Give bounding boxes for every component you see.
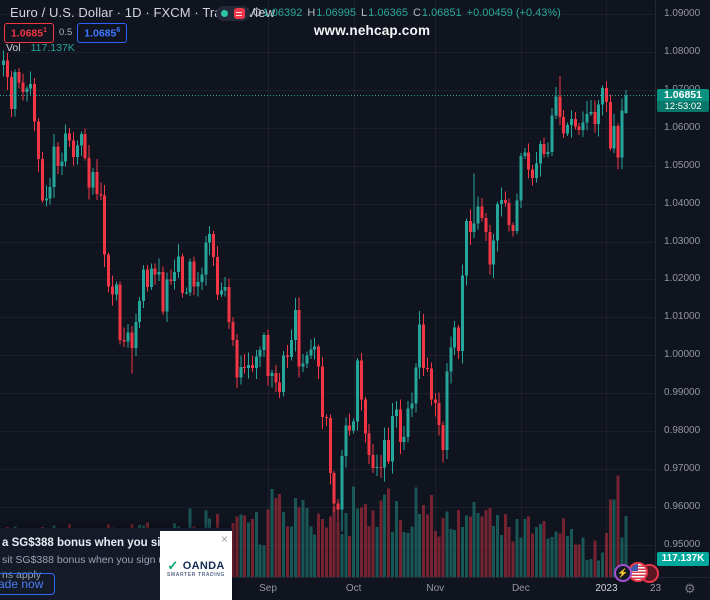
low-value: 1.06365: [368, 7, 408, 19]
green-status-dot-icon: [221, 10, 229, 17]
price-tick: 1.01000: [664, 311, 701, 323]
current-price-tag: 1.06851 12:53:02: [657, 89, 709, 112]
time-tick: Dec: [511, 583, 530, 594]
volume-label: Vol: [6, 42, 21, 54]
price-axis[interactable]: 1.06851 12:53:02 117.137K 1.09000 1.08000…: [655, 0, 710, 578]
corner-time: 23: [650, 583, 662, 594]
bid-button[interactable]: 1.06851: [4, 23, 55, 43]
close-label: C: [412, 7, 421, 19]
oanda-logo-text: OANDA: [182, 559, 225, 572]
time-tick: 2023: [595, 583, 618, 594]
bid-price: 1.0685: [11, 27, 44, 40]
ad-subtext: sit SG$388 bonus when you sign up.: [2, 554, 160, 566]
price-tick: 0.97000: [664, 463, 701, 475]
close-value: 1.06851: [421, 7, 462, 19]
bar-countdown: 12:53:02: [657, 101, 709, 112]
time-tick: Nov: [426, 583, 445, 594]
price-tick: 0.95000: [664, 538, 701, 550]
price-tick: 1.02000: [664, 273, 701, 285]
low-label: L: [361, 7, 368, 19]
price-tick: 1.09000: [664, 8, 701, 19]
price-tick: 1.00000: [664, 349, 701, 361]
price-tick: 1.08000: [664, 45, 701, 57]
spread-widget: 1.06851 0.5 1.06856: [4, 23, 128, 43]
chart-sync-toggle[interactable]: [216, 6, 250, 21]
red-menu-icon: [233, 8, 245, 19]
ad-banner: a SG$388 bonus when you sign up. sit SG$…: [0, 528, 232, 600]
time-tick: Oct: [345, 583, 362, 594]
price-tick: 1.03000: [664, 235, 701, 247]
ask-button[interactable]: 1.06856: [77, 23, 128, 43]
spread-value: 0.5: [59, 27, 73, 39]
current-volume-tag: 117.137K: [657, 552, 709, 566]
ohlc-legend: O1.06392 H1.06995 L1.06365 C1.06851 +0.00459…: [253, 7, 566, 19]
price-tick: 1.04000: [664, 197, 701, 209]
high-value: 1.06995: [316, 7, 357, 19]
price-tick: 0.99000: [664, 387, 701, 399]
ad-logo-card[interactable]: × ✓ OANDA SMARTER TRADING: [160, 531, 232, 600]
volume-value: 117.137K: [30, 42, 75, 54]
time-tick: Sep: [259, 583, 277, 594]
gear-icon[interactable]: ⚙: [684, 581, 696, 596]
open-value: 1.06392: [262, 7, 303, 19]
change-value: +0.00459 (+0.43%): [466, 7, 561, 19]
price-tick: 1.05000: [664, 159, 701, 171]
lightning-icon[interactable]: ⚡: [614, 564, 632, 582]
volume-legend: Vol 117.137K: [6, 42, 75, 54]
watermark: www.nehcap.com: [313, 23, 431, 38]
price-tick: 1.06000: [664, 121, 701, 133]
oanda-logo: ✓ OANDA: [160, 557, 232, 575]
ask-price-sup: 6: [116, 27, 121, 34]
current-price: 1.06851: [664, 89, 702, 101]
time-axis[interactable]: 23 ⚙ Sep Oct Nov Dec 2023: [0, 577, 710, 600]
open-label: O: [253, 7, 262, 19]
oanda-check-icon: ✓: [167, 557, 179, 573]
symbol-title: Euro / U.S. Dollar · 1D · FXCM · Trading…: [10, 5, 275, 20]
economic-event-icons: ⚡: [614, 561, 660, 585]
high-label: H: [307, 7, 316, 19]
close-icon[interactable]: ×: [220, 532, 228, 546]
price-tick: 0.96000: [664, 501, 701, 513]
price-tick: 0.98000: [664, 425, 701, 437]
trade-now-button[interactable]: ade now: [0, 573, 56, 595]
oanda-tagline: SMARTER TRADING: [167, 572, 225, 578]
ad-terms: ns apply: [2, 569, 42, 581]
bid-price-sup: 1: [43, 27, 48, 34]
ask-price: 1.0685: [84, 27, 117, 40]
candlestick-chart[interactable]: [0, 0, 656, 578]
ad-headline: a SG$388 bonus when you sign up.: [2, 537, 160, 549]
